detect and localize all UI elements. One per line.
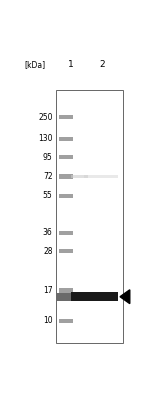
Bar bbox=[57, 293, 86, 300]
Bar bbox=[56, 90, 123, 343]
Bar bbox=[84, 175, 118, 178]
Bar bbox=[59, 156, 73, 159]
Text: 36: 36 bbox=[43, 228, 53, 237]
Text: 1: 1 bbox=[68, 60, 74, 70]
Bar bbox=[59, 137, 73, 141]
Bar bbox=[59, 249, 73, 253]
Text: 10: 10 bbox=[43, 316, 53, 325]
Bar bbox=[59, 194, 73, 198]
Bar bbox=[59, 288, 73, 293]
Text: 130: 130 bbox=[38, 134, 53, 143]
Bar bbox=[71, 292, 118, 301]
Text: 2: 2 bbox=[99, 60, 105, 70]
Text: 72: 72 bbox=[43, 172, 53, 181]
Text: 95: 95 bbox=[43, 153, 53, 162]
Text: 17: 17 bbox=[43, 286, 53, 295]
Text: 28: 28 bbox=[43, 247, 53, 256]
Bar bbox=[59, 231, 73, 235]
Bar bbox=[71, 175, 88, 178]
Text: 55: 55 bbox=[43, 191, 53, 200]
Polygon shape bbox=[120, 290, 130, 304]
Bar bbox=[59, 319, 73, 322]
Bar bbox=[59, 115, 73, 119]
Text: [kDa]: [kDa] bbox=[25, 60, 46, 70]
Text: 250: 250 bbox=[38, 113, 53, 122]
Bar bbox=[59, 174, 73, 179]
